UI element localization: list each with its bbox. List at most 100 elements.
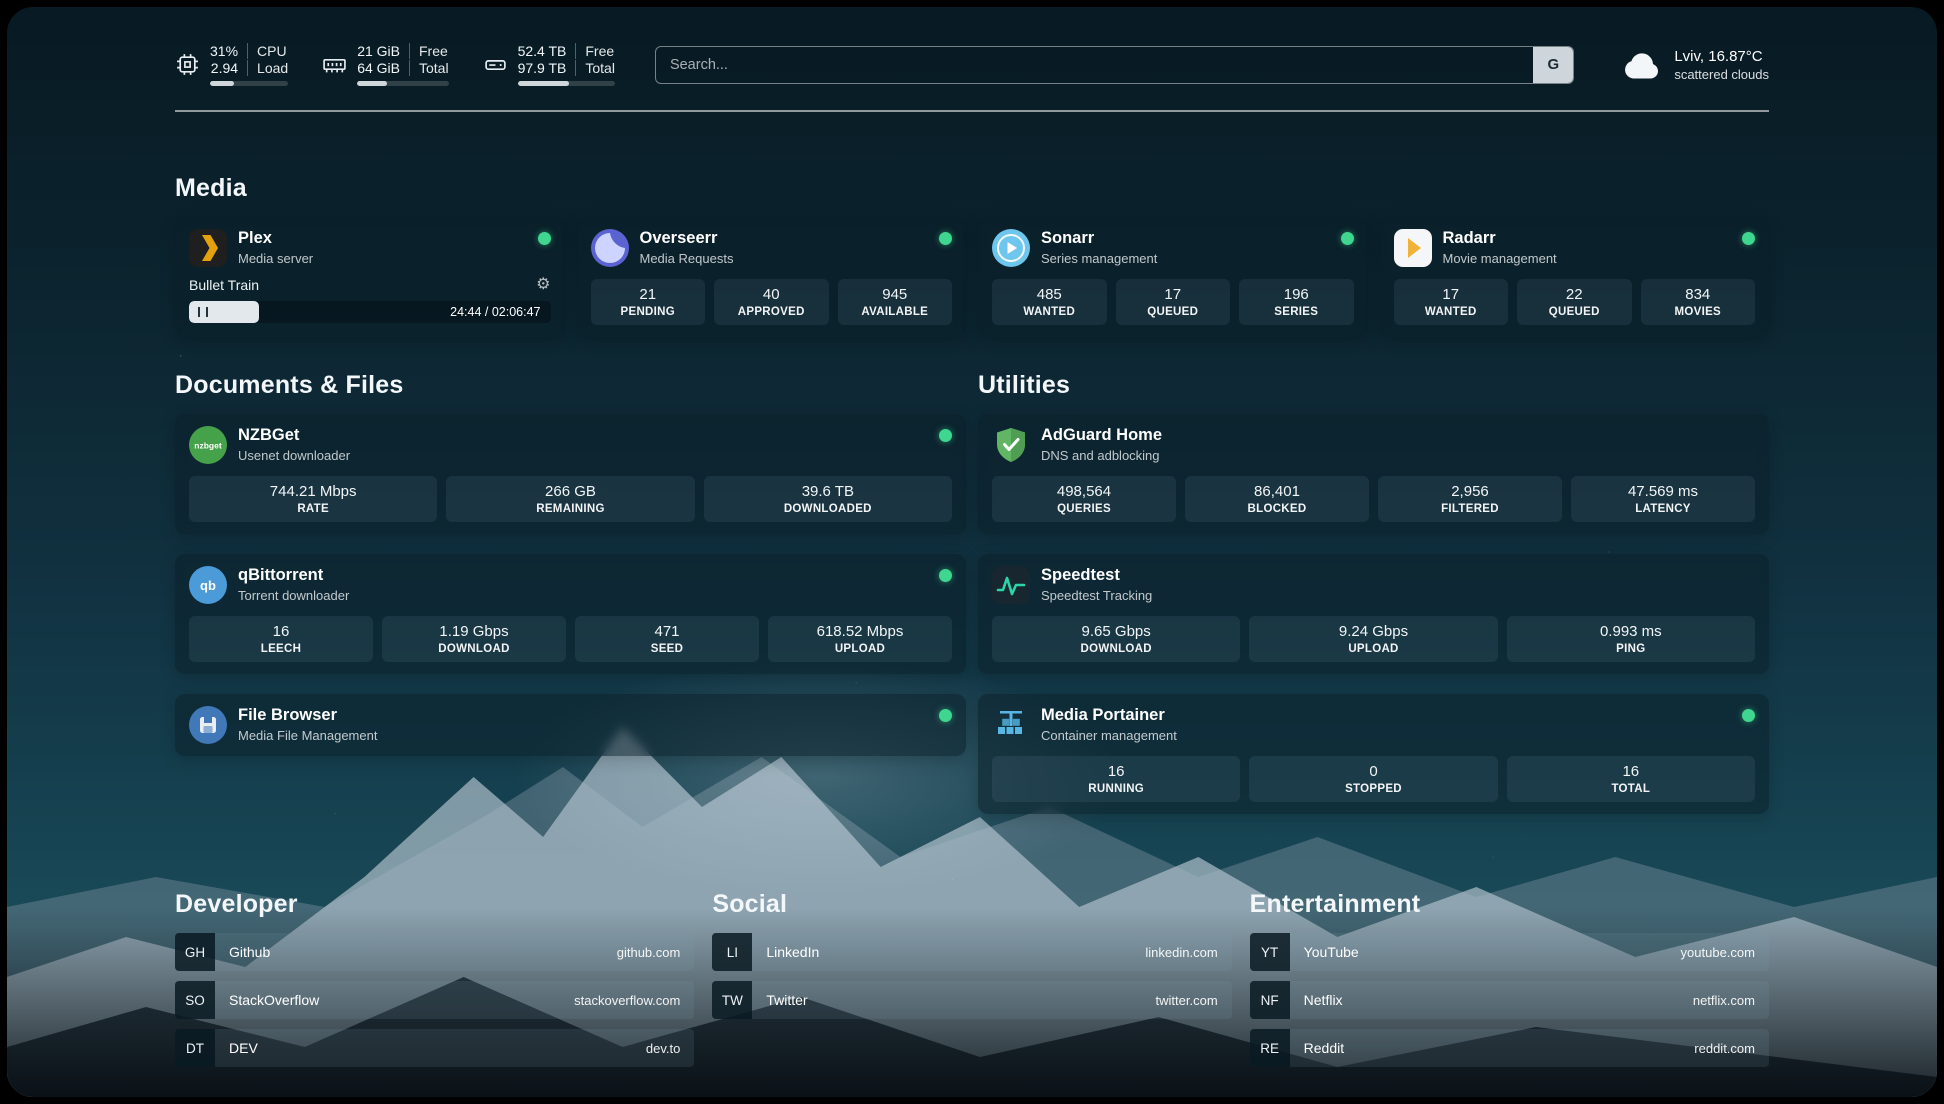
stat-pending: 21 PENDING [591, 279, 706, 325]
bookmark-url: reddit.com [1694, 1029, 1769, 1067]
stat-ping: 0.993 ms PING [1507, 616, 1755, 662]
bookmark-name: Twitter [752, 981, 1155, 1019]
bookmark-url: twitter.com [1156, 981, 1232, 1019]
stat-running: 16 RUNNING [992, 756, 1240, 802]
stat-downloaded: 39.6 TB DOWNLOADED [704, 476, 952, 522]
bookmark-abbr: NF [1250, 981, 1290, 1019]
bookmark-twitter[interactable]: TW Twitter twitter.com [712, 981, 1231, 1019]
cpu-percent: 31% [210, 43, 247, 59]
header-divider [175, 110, 1769, 112]
app-card-radarr[interactable]: Radarr Movie management 17 WANTED 22 QUE… [1380, 217, 1770, 337]
disk-total-label: Total [575, 60, 615, 76]
search-engine-button[interactable]: G [1533, 47, 1573, 83]
app-card-portainer[interactable]: Media Portainer Container management 16 … [978, 694, 1769, 814]
stat-available: 945 AVAILABLE [838, 279, 953, 325]
stat-queued: 17 QUEUED [1116, 279, 1231, 325]
status-online-dot [939, 569, 952, 582]
dashboard-screen: 31% CPU 2.94 Load 21 GiB [7, 7, 1937, 1097]
stat-download: 9.65 Gbps DOWNLOAD [992, 616, 1240, 662]
bookmark-abbr: RE [1250, 1029, 1290, 1067]
app-name: Speedtest [1041, 566, 1755, 586]
app-subtitle: Media server [238, 251, 527, 266]
radarr-icon [1394, 229, 1432, 267]
cloud-icon [1618, 49, 1662, 81]
app-card-nzbget[interactable]: nzbget NZBGet Usenet downloader 744.21 M… [175, 414, 966, 534]
app-subtitle: Series management [1041, 251, 1330, 266]
bookmark-url: stackoverflow.com [574, 981, 694, 1019]
bookmark-youtube[interactable]: YT YouTube youtube.com [1250, 933, 1769, 971]
bookmark-dev[interactable]: DT DEV dev.to [175, 1029, 694, 1067]
weather-location: Lviv, 16.87°C [1674, 48, 1769, 65]
bookmark-reddit[interactable]: RE Reddit reddit.com [1250, 1029, 1769, 1067]
app-name: Sonarr [1041, 229, 1330, 249]
weather-widget: Lviv, 16.87°C scattered clouds [1618, 48, 1769, 82]
bookmark-abbr: DT [175, 1029, 215, 1067]
bookmark-group-developer: Developer GH Github github.com SO StackO… [175, 890, 694, 1077]
stat-download: 1.19 Gbps DOWNLOAD [382, 616, 566, 662]
disk-icon [483, 52, 508, 77]
bookmark-netflix[interactable]: NF Netflix netflix.com [1250, 981, 1769, 1019]
bookmark-url: youtube.com [1681, 933, 1769, 971]
bookmark-abbr: GH [175, 933, 215, 971]
bookmark-url: netflix.com [1693, 981, 1769, 1019]
bookmark-name: YouTube [1290, 933, 1681, 971]
section-title-media: Media [175, 174, 1769, 203]
stat-filtered: 2,956 FILTERED [1378, 476, 1562, 522]
status-online-dot [1341, 232, 1354, 245]
bookmark-name: Github [215, 933, 617, 971]
portainer-icon [992, 706, 1030, 744]
status-online-dot [939, 232, 952, 245]
bookmark-linkedin[interactable]: LI LinkedIn linkedin.com [712, 933, 1231, 971]
playback-progress-bar[interactable]: 24:44 / 02:06:47 [189, 301, 551, 323]
gear-icon[interactable]: ⚙ [536, 277, 550, 293]
stat-queued: 22 QUEUED [1517, 279, 1632, 325]
now-playing-title: Bullet Train [189, 277, 259, 293]
sonarr-icon [992, 229, 1030, 267]
cpu-icon [175, 52, 200, 77]
stat-wanted: 17 WANTED [1394, 279, 1509, 325]
bookmark-name: DEV [215, 1029, 646, 1067]
weather-condition: scattered clouds [1674, 67, 1769, 82]
stat-latency: 47.569 ms LATENCY [1571, 476, 1755, 522]
stat-movies: 834 MOVIES [1641, 279, 1756, 325]
playback-time: 24:44 / 02:06:47 [450, 305, 540, 319]
bookmark-name: Reddit [1290, 1029, 1695, 1067]
disk-widget: 52.4 TB Free 97.9 TB Total [483, 43, 615, 86]
stat-upload: 618.52 Mbps UPLOAD [768, 616, 952, 662]
stat-wanted: 485 WANTED [992, 279, 1107, 325]
bookmark-abbr: LI [712, 933, 752, 971]
pause-icon[interactable] [198, 307, 208, 317]
status-online-dot [1742, 709, 1755, 722]
ram-free-label: Free [409, 43, 449, 59]
bookmark-group-social: Social LI LinkedIn linkedin.com TW Twitt… [712, 890, 1231, 1077]
section-title-entertainment: Entertainment [1250, 890, 1769, 919]
qbittorrent-icon: qb [189, 566, 227, 604]
app-name: Radarr [1443, 229, 1732, 249]
disk-free-label: Free [575, 43, 615, 59]
stat-rate: 744.21 Mbps RATE [189, 476, 437, 522]
stat-approved: 40 APPROVED [714, 279, 829, 325]
app-card-speedtest[interactable]: Speedtest Speedtest Tracking 9.65 Gbps D… [978, 554, 1769, 674]
ram-progress-bar [357, 81, 448, 86]
app-name: AdGuard Home [1041, 426, 1755, 446]
app-card-qbittorrent[interactable]: qb qBittorrent Torrent downloader 16 LEE… [175, 554, 966, 674]
app-subtitle: Media File Management [238, 728, 928, 743]
bookmark-name: Netflix [1290, 981, 1693, 1019]
top-bar: 31% CPU 2.94 Load 21 GiB [175, 7, 1769, 86]
cpu-load-value: 2.94 [210, 60, 247, 76]
section-title-social: Social [712, 890, 1231, 919]
stat-blocked: 86,401 BLOCKED [1185, 476, 1369, 522]
app-card-overseerr[interactable]: Overseerr Media Requests 21 PENDING 40 A… [577, 217, 967, 337]
bookmark-github[interactable]: GH Github github.com [175, 933, 694, 971]
stat-seed: 471 SEED [575, 616, 759, 662]
bookmark-stackoverflow[interactable]: SO StackOverflow stackoverflow.com [175, 981, 694, 1019]
bookmark-group-entertainment: Entertainment YT YouTube youtube.com NF … [1250, 890, 1769, 1077]
app-card-adguard[interactable]: AdGuard Home DNS and adblocking 498,564 … [978, 414, 1769, 534]
stat-queries: 498,564 QUERIES [992, 476, 1176, 522]
app-card-sonarr[interactable]: Sonarr Series management 485 WANTED 17 Q… [978, 217, 1368, 337]
app-card-plex[interactable]: Plex Media server Bullet Train ⚙ 24:44 [175, 217, 565, 337]
app-subtitle: DNS and adblocking [1041, 448, 1755, 463]
search-input[interactable] [655, 46, 1574, 84]
disk-free-value: 52.4 TB [518, 43, 576, 59]
app-card-filebrowser[interactable]: File Browser Media File Management [175, 694, 966, 756]
